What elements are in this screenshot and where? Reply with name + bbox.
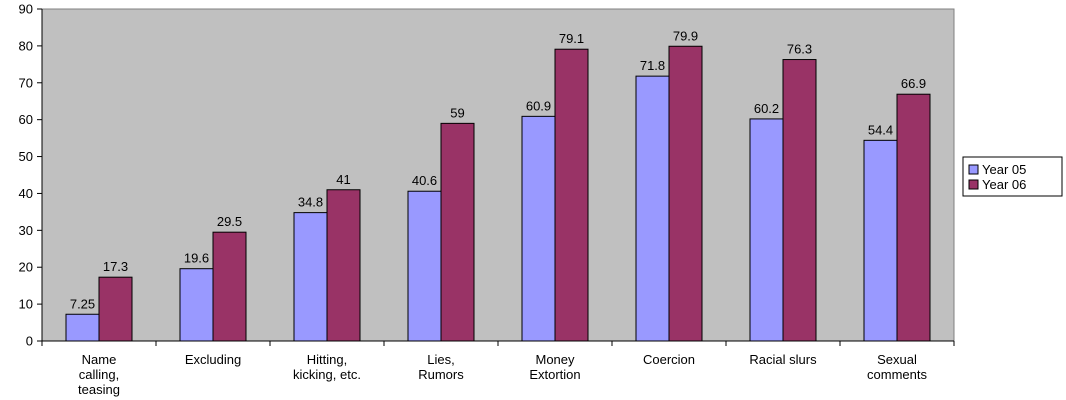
bar-year-06 — [668, 45, 703, 342]
category-label: Money Extortion — [529, 352, 580, 382]
legend-swatch — [968, 164, 979, 175]
y-axis: 0 10 20 30 40 50 60 70 80 90 — [19, 2, 43, 349]
y-tick-label: 20 — [19, 260, 33, 275]
bar-year-05 — [65, 313, 100, 342]
bar-year-05 — [407, 190, 442, 342]
y-tick-label: 40 — [19, 186, 33, 201]
y-tick-label: 30 — [19, 223, 33, 238]
category-label-line: Excluding — [185, 352, 241, 367]
bar-year-05 — [635, 75, 670, 342]
category-label: Hitting, kicking, etc. — [293, 352, 361, 382]
category-label-line: Racial slurs — [749, 352, 817, 367]
data-label: 7.25 — [70, 296, 95, 311]
y-tick-label: 60 — [19, 112, 33, 127]
category-label-line: Lies, — [427, 352, 454, 367]
plot-area — [41, 8, 955, 342]
data-label: 41 — [336, 172, 350, 187]
category-label-line: Sexual — [877, 352, 917, 367]
category-label-line: Hitting, — [307, 352, 347, 367]
y-tick-label: 80 — [19, 38, 33, 53]
category-label-line: Extortion — [529, 367, 580, 382]
bar-year-05 — [179, 268, 214, 342]
x-axis: Name calling, teasing Excluding Hitting, kick… — [41, 340, 955, 397]
category-label: Lies, Rumors — [418, 352, 464, 382]
bar-year-05 — [521, 115, 556, 342]
data-label: 76.3 — [787, 42, 812, 57]
category-label-line: teasing — [78, 382, 120, 397]
category-label: Coercion — [643, 352, 695, 367]
y-tick-label: 70 — [19, 75, 33, 90]
category-label-line: Coercion — [643, 352, 695, 367]
data-label: 60.9 — [526, 98, 551, 113]
data-label: 54.4 — [868, 122, 893, 137]
category-label-line: Name — [82, 352, 117, 367]
bar-year-05 — [293, 212, 328, 342]
data-label: 17.3 — [103, 259, 128, 274]
category-label-line: kicking, etc. — [293, 367, 361, 382]
category-label: Excluding — [185, 352, 241, 367]
bar-year-06 — [326, 189, 361, 342]
data-label: 66.9 — [901, 76, 926, 91]
data-label: 40.6 — [412, 173, 437, 188]
legend-box — [962, 156, 1063, 197]
bar-series — [65, 45, 931, 342]
category-label: Name calling, teasing — [78, 352, 120, 397]
bar-year-06 — [440, 122, 475, 342]
y-tick-label: 10 — [19, 297, 33, 312]
data-label: 59 — [450, 105, 464, 120]
category-label-line: calling, — [79, 367, 119, 382]
bar-year-06 — [554, 48, 589, 342]
data-label: 60.2 — [754, 101, 779, 116]
y-tick-label: 0 — [26, 334, 33, 349]
bar-year-05 — [749, 118, 784, 342]
y-tick-label: 50 — [19, 149, 33, 164]
category-label-line: comments — [867, 367, 927, 382]
category-label: Sexual comments — [867, 352, 927, 382]
data-label: 19.6 — [184, 251, 209, 266]
data-labels: 7.25 17.3 19.6 29.5 34.8 41 40.6 59 60.9 79.1 71.8… — [70, 28, 926, 311]
category-label-line: Money — [535, 352, 575, 367]
legend-label: Year 05 — [982, 162, 1026, 177]
y-tick-label: 90 — [19, 2, 33, 17]
bar-year-06 — [212, 231, 247, 342]
category-label: Racial slurs — [749, 352, 817, 367]
bar-year-06 — [98, 276, 133, 342]
category-label-line: Rumors — [418, 367, 464, 382]
legend-swatch — [968, 179, 979, 190]
data-label: 71.8 — [640, 58, 665, 73]
data-label: 79.1 — [559, 31, 584, 46]
data-label: 79.9 — [673, 28, 698, 43]
bar-year-06 — [896, 93, 931, 342]
data-label: 29.5 — [217, 214, 242, 229]
bar-year-06 — [782, 59, 817, 342]
bar-year-05 — [863, 139, 898, 342]
legend-label: Year 06 — [982, 177, 1026, 192]
data-label: 34.8 — [298, 195, 323, 210]
